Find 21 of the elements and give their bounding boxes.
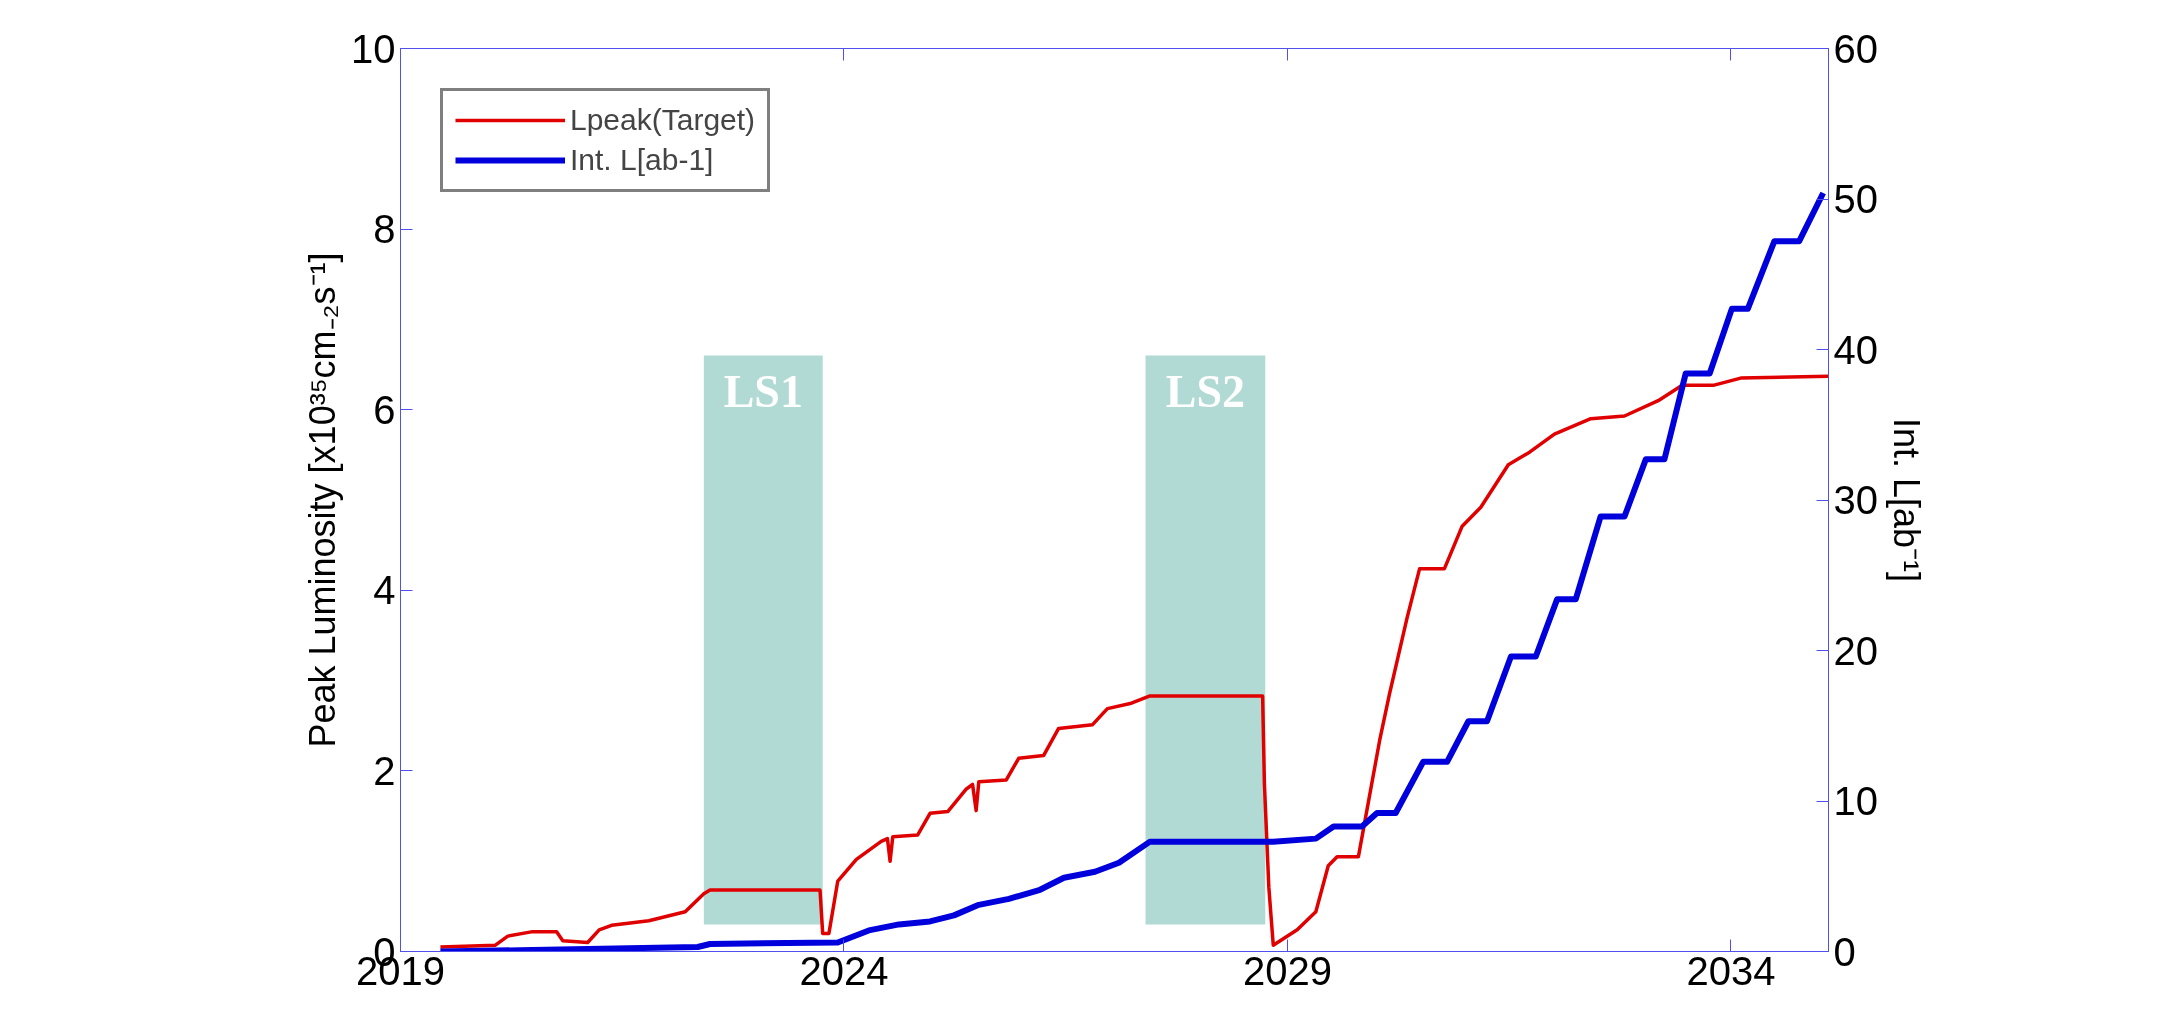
y-axis-title: Peak Luminosity [x10³⁵cm₋₂s⁻¹]	[302, 252, 344, 748]
band-label: LS1	[723, 366, 803, 418]
y2-tick-label: 30	[1833, 478, 1878, 522]
legend-label: Int. L[ab-1]	[570, 143, 714, 177]
x-tick-label: 2029	[1242, 948, 1332, 993]
y-tick-label: 10	[351, 26, 396, 71]
y2-axis-title: Int. L[ab⁻¹]	[1885, 417, 1927, 583]
y2-tick-label: 0	[1833, 929, 1856, 974]
y-tick-label: 4	[373, 568, 396, 613]
y2-tick-label: 60	[1833, 26, 1878, 71]
y-tick-label: 8	[373, 207, 396, 252]
y-tick-label: 2	[373, 748, 396, 793]
y2-tick-label: 50	[1833, 177, 1878, 221]
x-tick-label: 2024	[799, 948, 889, 993]
legend-label: Lpeak(Target)	[570, 103, 756, 137]
y2-tick-label: 10	[1833, 779, 1878, 823]
y-tick-label: 6	[373, 387, 396, 432]
y2-tick-label: 20	[1833, 628, 1878, 673]
band-label: LS2	[1165, 366, 1246, 418]
y2-tick-label: 40	[1833, 327, 1878, 372]
x-tick-label: 2034	[1686, 948, 1776, 993]
